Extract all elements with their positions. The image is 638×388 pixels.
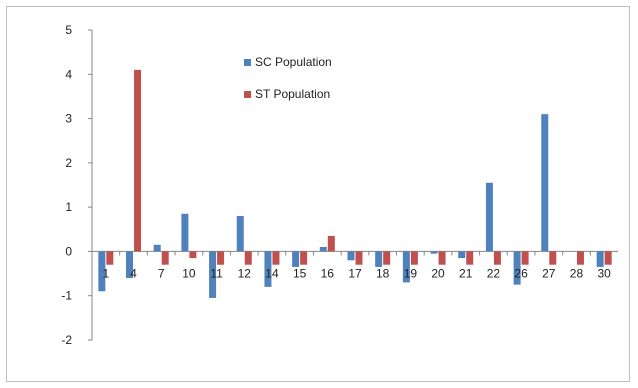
- legend-label-st: ST Population: [255, 87, 330, 101]
- y-tick-label: 4: [65, 67, 72, 81]
- legend: SC Population ST Population: [244, 55, 332, 101]
- st-bar-12: [244, 251, 252, 265]
- st-bar-22: [493, 251, 501, 265]
- st-bar-16: [327, 235, 335, 252]
- st-bar-21: [466, 251, 474, 265]
- sc-bar-12: [236, 216, 244, 252]
- x-tick-label: 7: [158, 266, 165, 280]
- sc-bar-16: [319, 247, 327, 252]
- st-bar-10: [189, 251, 197, 259]
- sc-bar-26: [513, 251, 521, 285]
- sc-bar-10: [181, 213, 189, 252]
- st-bar-17: [355, 251, 363, 265]
- x-tick-label: 18: [376, 266, 390, 280]
- x-tick-label: 11: [210, 266, 223, 280]
- x-tick-label: 4: [130, 266, 137, 280]
- x-tick-label: 27: [542, 266, 556, 280]
- x-labels: 1 4 7 10 11 12 14 15 16 17 18 19 20 21 22 26 27 28 30: [102, 266, 611, 280]
- legend-label-sc: SC Population: [255, 55, 332, 69]
- x-tick-label: 22: [487, 266, 501, 280]
- x-tick-label: 16: [321, 266, 335, 280]
- bars: [91, 69, 612, 298]
- y-tick-label: 2: [65, 156, 72, 170]
- sc-bar-21: [458, 251, 466, 259]
- y-tick-label: -2: [61, 333, 72, 347]
- st-bar-15: [300, 251, 308, 265]
- x-tick-label: 30: [597, 266, 611, 280]
- x-tick-label: 17: [348, 266, 362, 280]
- y-ticks: 5 4 3 2 1 0 -1 -2: [61, 23, 92, 347]
- x-tick-label: 26: [514, 266, 528, 280]
- legend-swatch-sc: [244, 59, 251, 66]
- sc-bar-14: [264, 251, 272, 287]
- sc-bar-27: [541, 114, 549, 252]
- chart-frame: [6, 6, 630, 382]
- st-bar-11: [217, 251, 225, 265]
- y-tick-label: 3: [65, 112, 72, 126]
- x-tick-label: 10: [182, 266, 196, 280]
- y-tick-label: 0: [65, 244, 72, 258]
- sc-bar-4: [126, 251, 134, 278]
- st-bar-1: [106, 251, 114, 265]
- x-tick-label: 12: [238, 266, 252, 280]
- sc-bar-11: [209, 251, 217, 298]
- x-tick-label: 15: [293, 266, 307, 280]
- st-bar-27: [549, 251, 557, 265]
- st-bar-4: [134, 69, 142, 252]
- x-tick-label: 19: [404, 266, 418, 280]
- st-bar-19: [410, 251, 418, 265]
- sc-bar-18: [375, 251, 383, 267]
- st-bar-28: [576, 251, 584, 265]
- x-tick-label: 1: [102, 266, 109, 280]
- st-bar-14: [272, 251, 280, 265]
- st-bar-7: [161, 251, 169, 265]
- x-tick-label: 21: [459, 266, 473, 280]
- st-bar-18: [383, 251, 391, 265]
- sc-bar-30: [596, 251, 604, 267]
- st-bar-26: [521, 251, 529, 265]
- sc-bar-22: [485, 182, 493, 252]
- st-bar-30: [604, 251, 612, 265]
- sc-bar-19: [402, 251, 410, 283]
- x-tick-label: 28: [570, 266, 584, 280]
- sc-bar-1: [98, 251, 106, 292]
- y-tick-label: -1: [61, 289, 72, 303]
- sc-bar-17: [347, 251, 355, 261]
- y-tick-label: 5: [65, 23, 72, 37]
- y-tick-label: 1: [65, 200, 72, 214]
- legend-swatch-st: [244, 91, 251, 98]
- sc-bar-20: [430, 251, 438, 254]
- x-tick-label: 14: [265, 266, 279, 280]
- sc-bar-15: [292, 251, 300, 267]
- st-bar-20: [438, 251, 446, 265]
- sc-bar-7: [153, 244, 161, 252]
- x-tick-label: 20: [431, 266, 445, 280]
